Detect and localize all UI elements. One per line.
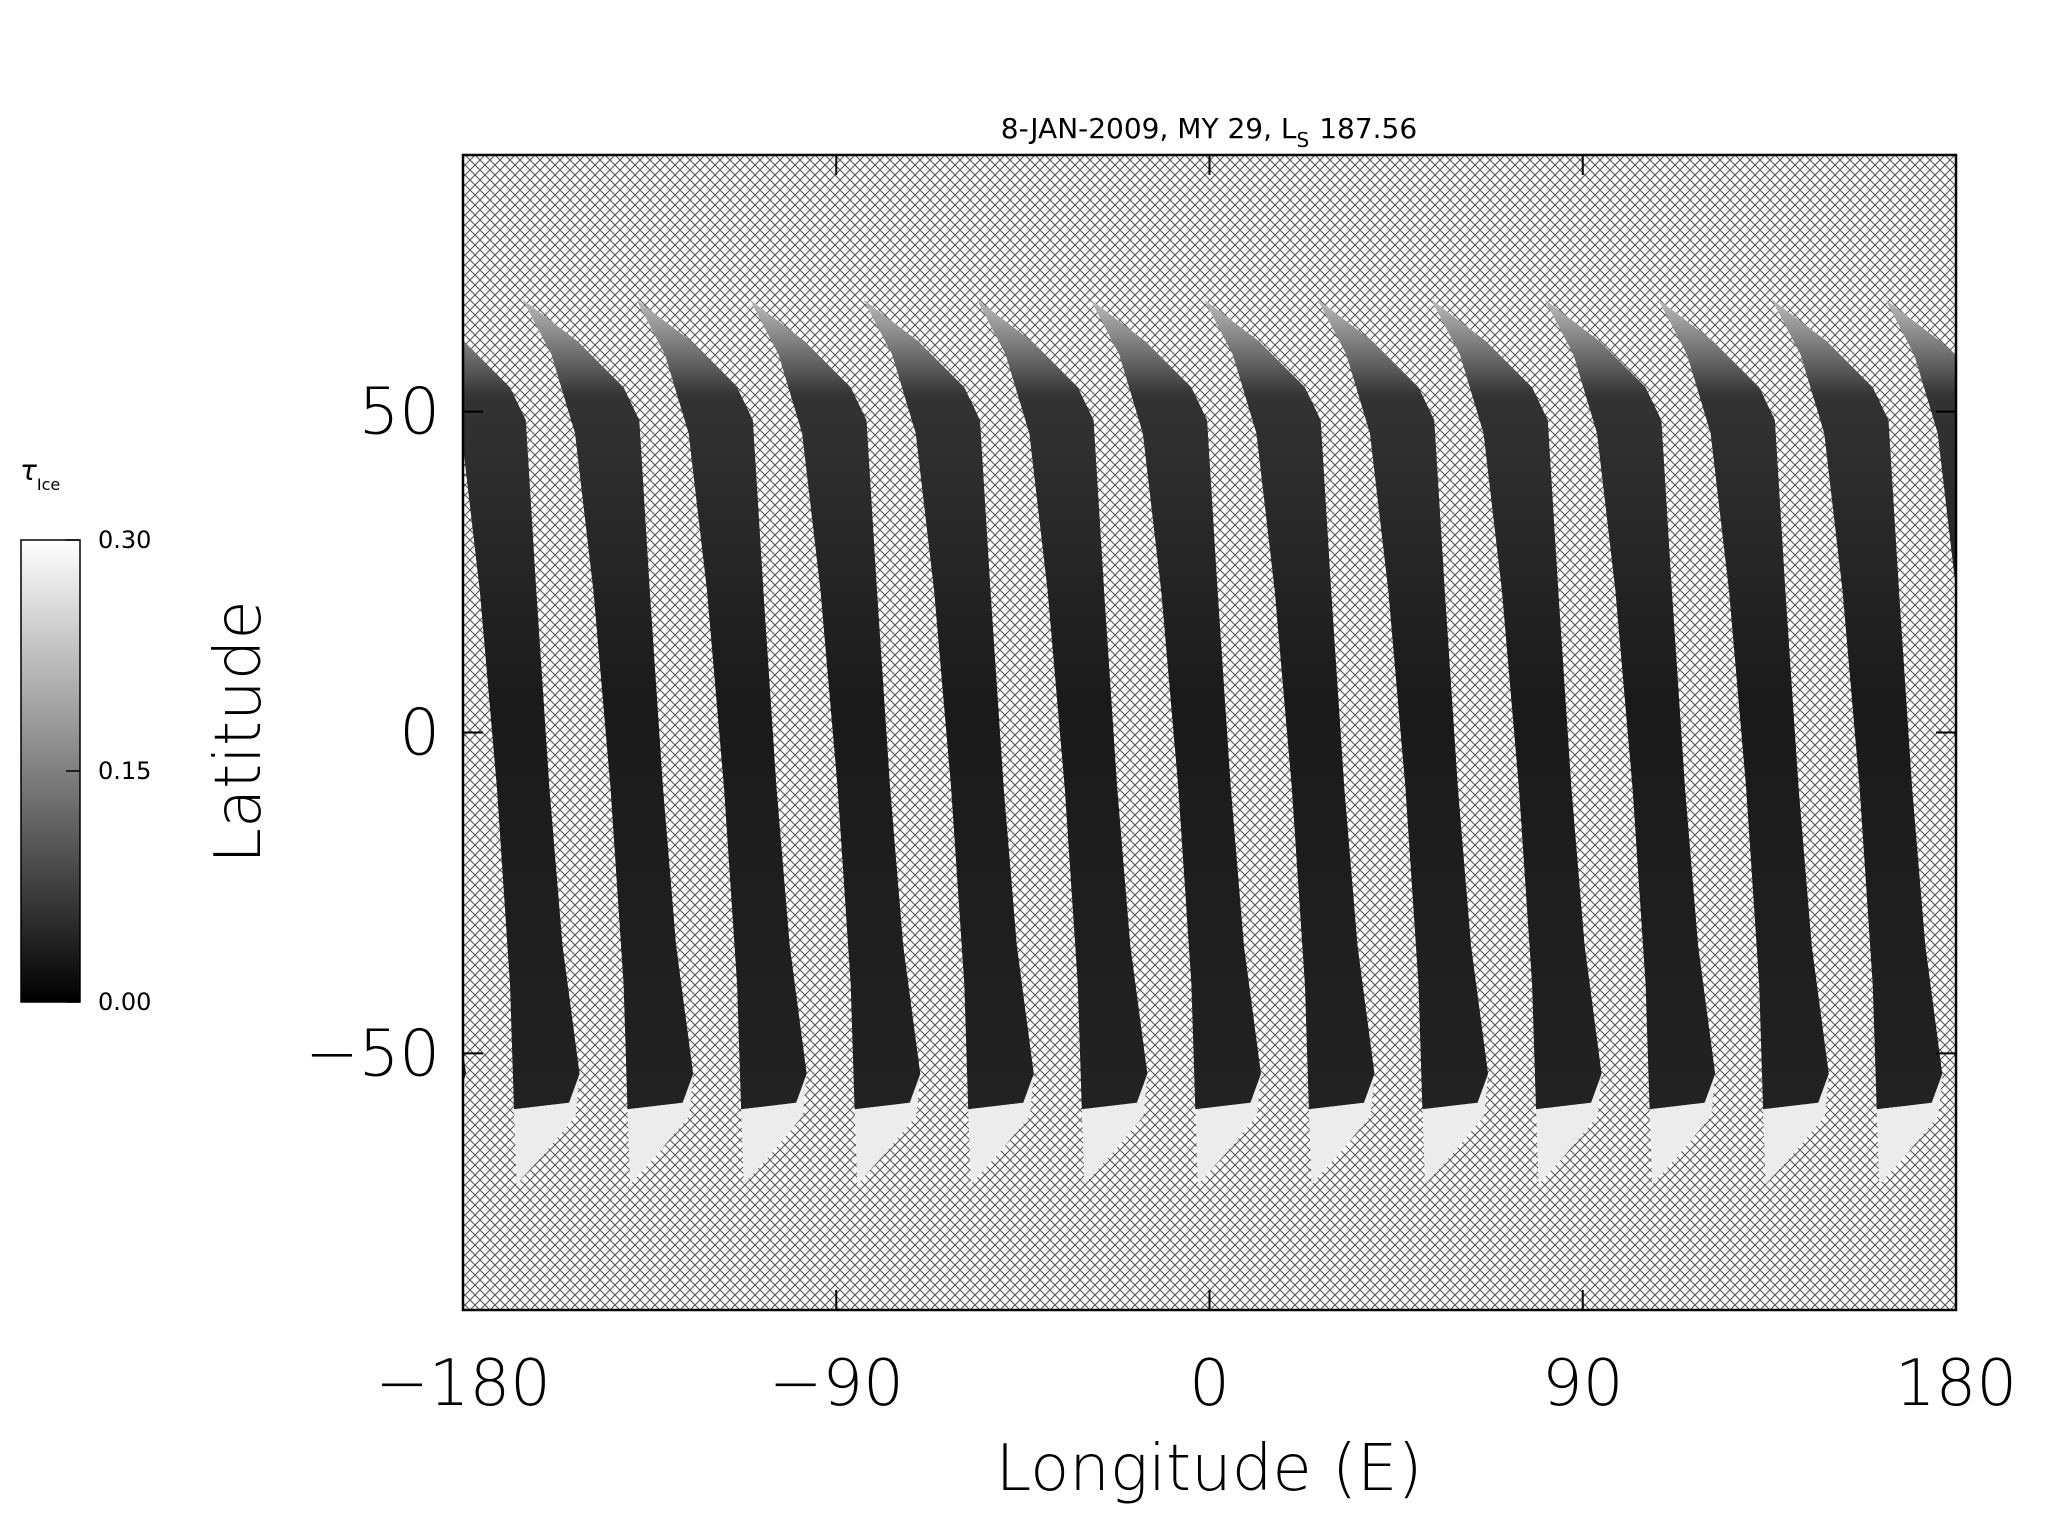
x-axis-label: Longitude (E) (996, 1432, 1423, 1506)
colorbar-label: τIce (20, 454, 60, 494)
x-tick-label: −90 (769, 1347, 904, 1421)
swath (636, 299, 807, 1110)
swath (749, 299, 921, 1110)
title-subscript: S (1297, 128, 1310, 152)
title-main: 8-JAN-2009, MY 29, L (1001, 112, 1297, 145)
swath-cap (1649, 1073, 1716, 1185)
swath (1090, 299, 1261, 1110)
swath-cap (514, 1073, 580, 1185)
colorbar-tick-label: 0.00 (98, 988, 151, 1016)
swath-cap (1422, 1073, 1489, 1185)
swath (1203, 299, 1375, 1110)
swath (1885, 299, 1956, 590)
x-tick-label: 180 (1895, 1347, 2017, 1421)
swath-cap (1195, 1073, 1261, 1185)
title-suffix: 187.56 (1319, 112, 1417, 145)
swath-cap (1990, 1074, 2048, 1184)
swath-cap (1876, 1073, 1943, 1185)
colorbar-subscript: Ice (37, 475, 60, 494)
swath-cap (854, 1073, 921, 1185)
swath-cap (627, 1073, 694, 1185)
swath (1771, 299, 1943, 1110)
swath (1658, 299, 1829, 1110)
y-tick-label: −50 (305, 1017, 440, 1091)
chart-title: 8-JAN-2009, MY 29, LS 187.56 (1001, 112, 1417, 152)
y-axis-label: Latitude (202, 600, 276, 863)
colorbar-tick-label: 0.30 (98, 526, 151, 554)
swath (522, 299, 694, 1110)
swath-cap (968, 1073, 1034, 1185)
swath (1544, 299, 1716, 1110)
swath (1431, 299, 1602, 1110)
swath-cap (741, 1073, 807, 1185)
x-tick-label: 90 (1542, 1347, 1623, 1421)
swath (1317, 299, 1489, 1110)
swath (863, 299, 1034, 1110)
colorbar-symbol: τ (20, 454, 37, 487)
y-tick-label: 50 (359, 376, 440, 450)
colorbar-tick-label: 0.15 (98, 757, 151, 785)
y-tick-label: 0 (399, 697, 440, 771)
x-tick-label: 0 (1189, 1347, 1230, 1421)
swath-cap (1763, 1073, 1829, 1185)
swath-cap (1081, 1073, 1148, 1185)
swath-cap (1536, 1073, 1602, 1185)
x-tick-label: −180 (375, 1347, 551, 1421)
swath (1999, 299, 2048, 1109)
swath-cap (1308, 1073, 1375, 1185)
swaths (463, 299, 2048, 1185)
swath (463, 340, 580, 1110)
swath (976, 299, 1148, 1110)
